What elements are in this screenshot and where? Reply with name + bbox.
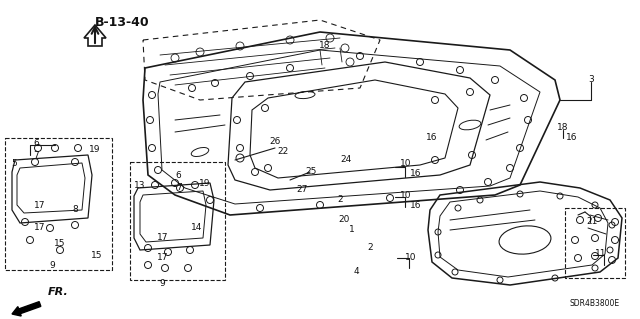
Text: 9: 9 xyxy=(159,278,165,287)
Text: 1: 1 xyxy=(349,226,355,234)
Text: 5: 5 xyxy=(11,159,17,167)
Text: 16: 16 xyxy=(426,133,438,143)
Text: 16: 16 xyxy=(410,169,422,179)
FancyArrow shape xyxy=(12,302,41,316)
Text: 4: 4 xyxy=(353,268,359,277)
Text: 10: 10 xyxy=(400,160,412,168)
Text: 25: 25 xyxy=(305,167,317,176)
Text: 24: 24 xyxy=(340,155,351,165)
Text: 17: 17 xyxy=(157,234,169,242)
Text: 19: 19 xyxy=(89,145,100,154)
Text: 6: 6 xyxy=(33,138,39,147)
Text: SDR4B3800E: SDR4B3800E xyxy=(570,299,620,308)
Text: 3: 3 xyxy=(588,76,594,85)
Text: 8: 8 xyxy=(72,205,78,214)
Text: 13: 13 xyxy=(134,181,146,189)
Text: 16: 16 xyxy=(410,201,422,210)
Text: 21: 21 xyxy=(586,218,598,226)
Text: 17: 17 xyxy=(35,224,45,233)
Text: 18: 18 xyxy=(319,41,331,50)
Text: 19: 19 xyxy=(199,179,211,188)
Text: 26: 26 xyxy=(269,137,281,145)
Text: 2: 2 xyxy=(337,196,343,204)
Text: 2: 2 xyxy=(367,243,373,253)
Text: 15: 15 xyxy=(92,251,103,261)
Text: 27: 27 xyxy=(296,184,308,194)
Text: 17: 17 xyxy=(157,254,169,263)
Text: 7: 7 xyxy=(33,151,39,160)
Text: 20: 20 xyxy=(339,214,349,224)
Text: 9: 9 xyxy=(49,262,55,271)
Text: 15: 15 xyxy=(54,240,66,249)
Text: 10: 10 xyxy=(400,190,412,199)
Text: 7: 7 xyxy=(176,182,182,191)
Text: 17: 17 xyxy=(35,201,45,210)
Text: 16: 16 xyxy=(566,133,578,143)
Text: 18: 18 xyxy=(557,123,569,132)
Polygon shape xyxy=(84,25,106,46)
Text: 6: 6 xyxy=(175,170,181,180)
Text: 11: 11 xyxy=(595,249,607,257)
Text: 22: 22 xyxy=(277,146,289,155)
Text: 10: 10 xyxy=(405,254,417,263)
Text: 14: 14 xyxy=(191,224,203,233)
Text: B-13-40: B-13-40 xyxy=(95,16,150,29)
Text: FR.: FR. xyxy=(48,287,68,297)
